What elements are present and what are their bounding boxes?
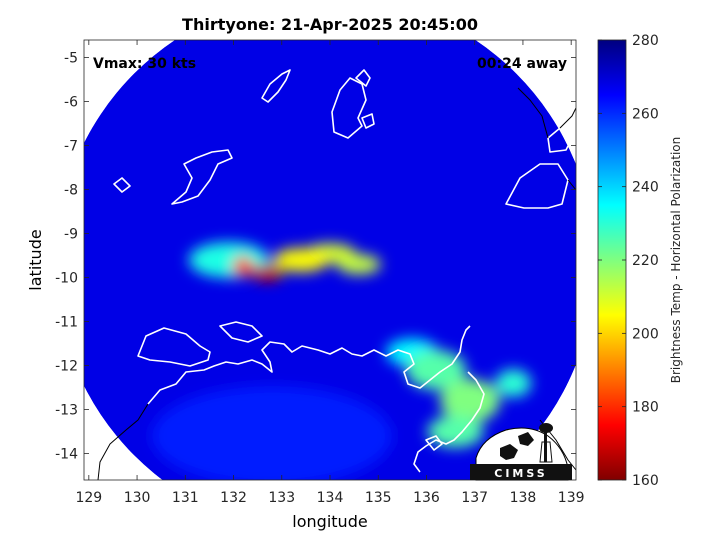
- colorbar-tick-label: 180: [632, 400, 659, 416]
- y-tick-label: -5: [64, 51, 78, 67]
- y-tick-label: -11: [55, 315, 78, 331]
- coast-west-island-2: [113, 177, 131, 193]
- y-tick-label: -7: [64, 139, 78, 155]
- coast-australia-north: [147, 325, 471, 405]
- x-tick-label: 139: [558, 490, 585, 506]
- coast-islands-west-arnhem: [219, 321, 263, 343]
- y-tick-label: -12: [55, 359, 78, 375]
- coast-southwest-peninsula: [137, 327, 211, 367]
- x-tick-label: 132: [220, 490, 247, 506]
- plot-area: [84, 40, 576, 480]
- feature-southeast-land-2: [439, 378, 500, 423]
- colorbar: 160 180 200 220 240 260 280 Brightness Temp - …: [597, 33, 683, 489]
- coast-outside-north: [517, 87, 549, 139]
- colorbar-tick-label: 240: [632, 180, 659, 196]
- y-tick-label: -9: [64, 227, 78, 243]
- y-tick-label: -8: [64, 183, 78, 199]
- y-tick-label: -10: [55, 271, 78, 287]
- y-tick-label: -14: [55, 447, 78, 463]
- x-tick-label: 133: [268, 490, 295, 506]
- feature-warm-core-1: [251, 265, 284, 282]
- feature-warm-band-1: [273, 248, 330, 272]
- coast-outside-west: [97, 403, 149, 480]
- x-tick-label: 135: [365, 490, 392, 506]
- feature-southwest-land: [152, 386, 393, 480]
- x-tick-label: 138: [510, 490, 537, 506]
- cimss-logo: CIMSS: [470, 423, 572, 481]
- colorbar-tick-label: 200: [632, 326, 659, 342]
- x-tick-label: 130: [124, 490, 151, 506]
- x-tick-label: 131: [172, 490, 199, 506]
- feature-southeast-land-3: [427, 415, 484, 448]
- colorbar-tick-label: 220: [632, 253, 659, 269]
- y-tick-label: -6: [64, 95, 78, 111]
- x-axis: 129 130 131 132 133 134 135 136 137 138 139: [75, 40, 585, 506]
- y-axis-label: latitude: [26, 229, 45, 290]
- time-away-annotation: 00:24 away: [477, 56, 567, 72]
- vmax-annotation: Vmax: 30 kts: [93, 56, 196, 72]
- svg-text:CIMSS: CIMSS: [494, 467, 547, 480]
- y-axis: -5 -6 -7 -8 -9 -10 -11 -12 -13 -14: [55, 51, 576, 463]
- x-tick-label: 137: [461, 490, 488, 506]
- coast-north-island-4: [361, 113, 375, 129]
- x-tick-label: 136: [413, 490, 440, 506]
- coast-north-island-2: [331, 77, 367, 139]
- coast-north-island-3: [355, 69, 371, 87]
- feature-southeast-land-5: [495, 369, 532, 398]
- coast-west-island-1: [171, 149, 233, 205]
- colorbar-tick-label: 260: [632, 106, 659, 122]
- coast-north-island-1: [261, 69, 291, 103]
- feature-warm-core-2: [233, 256, 254, 277]
- feature-southeast-land-1: [406, 350, 467, 390]
- coast-gulf-east: [413, 371, 485, 473]
- coast-small-islands: [425, 435, 443, 451]
- chart-title: Thirtyone: 21-Apr-2025 20:45:00: [182, 15, 478, 34]
- colorbar-tick-label: 160: [632, 473, 659, 489]
- y-tick-label: -13: [55, 403, 78, 419]
- colorbar-ramp: [597, 39, 627, 481]
- colorbar-tick-label: 280: [632, 33, 659, 49]
- swath: [84, 40, 576, 480]
- x-axis-label: longitude: [292, 512, 367, 531]
- colorbar-label: Brightness Temp - Horizontal Polarizatio…: [669, 137, 683, 384]
- x-tick-label: 129: [75, 490, 102, 506]
- coast-east-mainland: [547, 127, 575, 153]
- x-tick-label: 134: [317, 490, 344, 506]
